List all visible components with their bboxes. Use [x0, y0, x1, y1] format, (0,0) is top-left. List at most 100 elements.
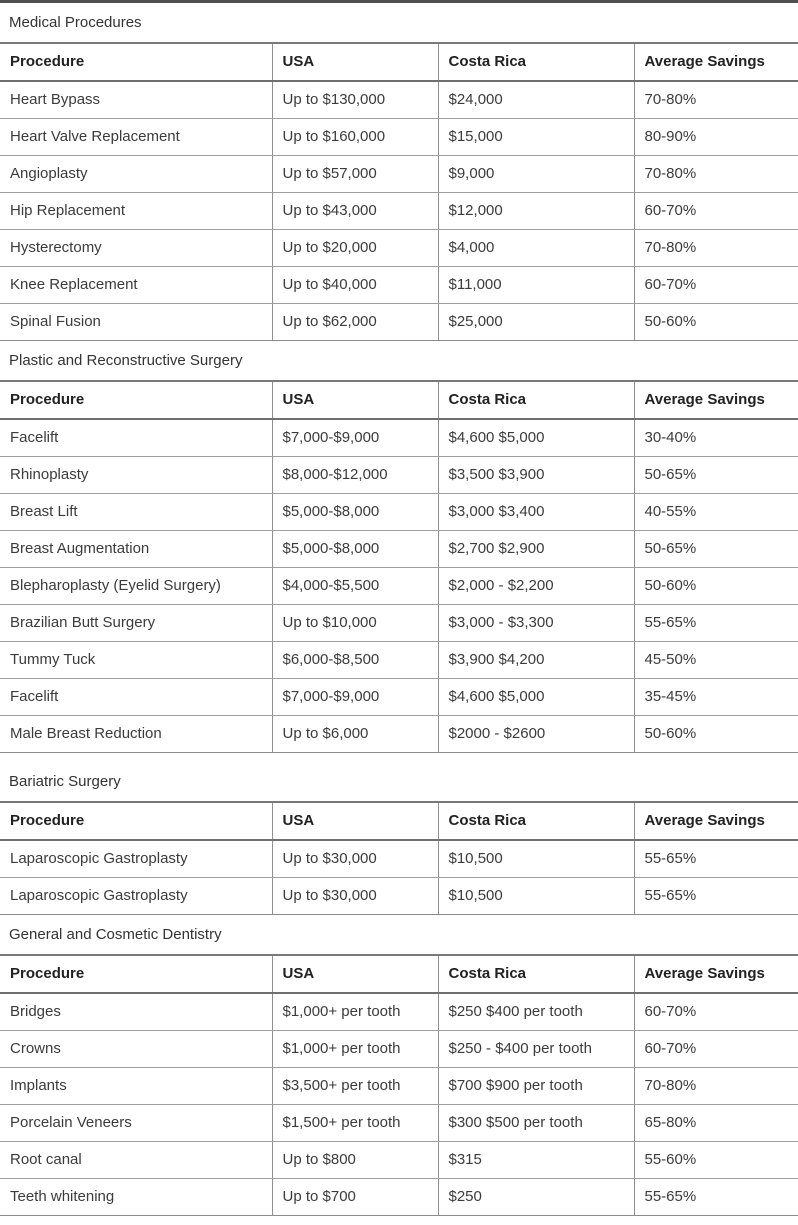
cell-procedure: Knee Replacement: [0, 266, 272, 304]
column-header-costa-rica: Costa Rica: [437, 801, 634, 841]
cell-procedure: Spinal Fusion: [0, 303, 272, 341]
table-row: Blepharoplasty (Eyelid Surgery) $4,000-$5…: [0, 567, 798, 605]
table-row: Crowns $1,000+ per tooth $250 - $400 per t…: [0, 1030, 798, 1068]
column-header-costa-rica: Costa Rica: [437, 954, 634, 994]
cell-procedure: Crowns: [0, 1030, 272, 1068]
cell-procedure: Heart Bypass: [0, 81, 272, 119]
table-row: Knee Replacement Up to $40,000 $11,000 60-7…: [0, 266, 798, 304]
cell-costa-rica: $250 - $400 per tooth: [437, 1030, 634, 1068]
cell-costa-rica: $700 $900 per tooth: [437, 1067, 634, 1105]
cell-procedure: Teeth whitening: [0, 1178, 272, 1216]
cell-usa: Up to $57,000: [271, 155, 438, 193]
cell-procedure: Heart Valve Replacement: [0, 118, 272, 156]
section-title: Medical Procedures: [9, 14, 142, 31]
table-row: Heart Bypass Up to $130,000 $24,000 70-80%: [0, 81, 798, 119]
column-header-procedure: Procedure: [0, 380, 272, 420]
cell-procedure: Hip Replacement: [0, 192, 272, 230]
section-bariatric-surgery: Bariatric Surgery Procedure USA Costa Rica A…: [0, 753, 798, 915]
cell-costa-rica: $4,600 $5,000: [437, 678, 634, 716]
cell-costa-rica: $3,000 $3,400: [437, 493, 634, 531]
cell-procedure: Root canal: [0, 1141, 272, 1179]
cell-usa: Up to $6,000: [271, 715, 438, 753]
cell-usa: Up to $43,000: [271, 192, 438, 230]
cell-average-savings: 55-65%: [633, 1178, 798, 1216]
cell-usa: Up to $20,000: [271, 229, 438, 267]
cell-average-savings: 80-90%: [633, 118, 798, 156]
cell-costa-rica: $3,000 - $3,300: [437, 604, 634, 642]
column-header-procedure: Procedure: [0, 42, 272, 82]
cell-usa: Up to $30,000: [271, 877, 438, 915]
cell-average-savings: 35-45%: [633, 678, 798, 716]
cell-procedure: Hysterectomy: [0, 229, 272, 267]
column-header-usa: USA: [271, 42, 438, 82]
cell-average-savings: 50-60%: [633, 715, 798, 753]
column-header-average-savings: Average Savings: [633, 42, 798, 82]
cell-costa-rica: $4,600 $5,000: [437, 419, 634, 457]
section-medical-procedures: Medical Procedures Procedure USA Costa Rica…: [0, 3, 798, 341]
cell-average-savings: 70-80%: [633, 81, 798, 119]
cell-costa-rica: $15,000: [437, 118, 634, 156]
cell-procedure: Blepharoplasty (Eyelid Surgery): [0, 567, 272, 605]
column-header-procedure: Procedure: [0, 801, 272, 841]
column-header-usa: USA: [271, 954, 438, 994]
cell-costa-rica: $315: [437, 1141, 634, 1179]
cell-costa-rica: $2,700 $2,900: [437, 530, 634, 568]
section-title: General and Cosmetic Dentistry: [9, 926, 222, 943]
cell-procedure: Bridges: [0, 993, 272, 1031]
cell-procedure: Breast Lift: [0, 493, 272, 531]
cell-average-savings: 55-65%: [633, 840, 798, 878]
cell-procedure: Rhinoplasty: [0, 456, 272, 494]
cell-costa-rica: $10,500: [437, 840, 634, 878]
cell-average-savings: 60-70%: [633, 993, 798, 1031]
table-row: Porcelain Veneers $1,500+ per tooth $300 $…: [0, 1104, 798, 1142]
cell-average-savings: 70-80%: [633, 155, 798, 193]
cell-average-savings: 60-70%: [633, 266, 798, 304]
column-header-average-savings: Average Savings: [633, 954, 798, 994]
table-row: Root canal Up to $800 $315 55-60%: [0, 1141, 798, 1179]
table-header-row: Procedure USA Costa Rica Average Savings: [0, 380, 798, 420]
cell-costa-rica: $250: [437, 1178, 634, 1216]
cell-usa: Up to $160,000: [271, 118, 438, 156]
cell-procedure: Laparoscopic Gastroplasty: [0, 840, 272, 878]
table-row: Breast Lift $5,000-$8,000 $3,000 $3,400 40-…: [0, 493, 798, 531]
cell-costa-rica: $4,000: [437, 229, 634, 267]
cell-procedure: Tummy Tuck: [0, 641, 272, 679]
cell-average-savings: 45-50%: [633, 641, 798, 679]
table-row: Tummy Tuck $6,000-$8,500 $3,900 $4,200 45-5…: [0, 641, 798, 679]
cell-average-savings: 70-80%: [633, 229, 798, 267]
cost-comparison-table: Procedure USA Costa Rica Average Savings Lap…: [0, 801, 798, 915]
column-header-average-savings: Average Savings: [633, 380, 798, 420]
cell-costa-rica: $2,000 - $2,200: [437, 567, 634, 605]
column-header-procedure: Procedure: [0, 954, 272, 994]
cost-comparison-table: Procedure USA Costa Rica Average Savings Bri…: [0, 954, 798, 1216]
cell-usa: Up to $130,000: [271, 81, 438, 119]
table-row: Bridges $1,000+ per tooth $250 $400 per to…: [0, 993, 798, 1031]
table-row: Laparoscopic Gastroplasty Up to $30,000 $1…: [0, 877, 798, 915]
table-header-row: Procedure USA Costa Rica Average Savings: [0, 801, 798, 841]
table-row: Facelift $7,000-$9,000 $4,600 $5,000 35-45%: [0, 678, 798, 716]
cell-costa-rica: $300 $500 per tooth: [437, 1104, 634, 1142]
cell-average-savings: 55-65%: [633, 604, 798, 642]
cell-costa-rica: $2000 - $2600: [437, 715, 634, 753]
table-row: Male Breast Reduction Up to $6,000 $2000 -…: [0, 715, 798, 753]
cell-costa-rica: $10,500: [437, 877, 634, 915]
table-header-row: Procedure USA Costa Rica Average Savings: [0, 954, 798, 994]
cell-average-savings: 65-80%: [633, 1104, 798, 1142]
cell-usa: Up to $40,000: [271, 266, 438, 304]
cell-procedure: Facelift: [0, 419, 272, 457]
table-row: Facelift $7,000-$9,000 $4,600 $5,000 30-40%: [0, 419, 798, 457]
column-header-usa: USA: [271, 801, 438, 841]
cell-average-savings: 30-40%: [633, 419, 798, 457]
cell-average-savings: 50-65%: [633, 530, 798, 568]
cell-costa-rica: $9,000: [437, 155, 634, 193]
cell-average-savings: 60-70%: [633, 192, 798, 230]
cell-average-savings: 60-70%: [633, 1030, 798, 1068]
cell-procedure: Implants: [0, 1067, 272, 1105]
table-row: Hip Replacement Up to $43,000 $12,000 60-70…: [0, 192, 798, 230]
cell-procedure: Facelift: [0, 678, 272, 716]
cell-average-savings: 50-60%: [633, 567, 798, 605]
table-row: Teeth whitening Up to $700 $250 55-65%: [0, 1178, 798, 1216]
cell-usa: $3,500+ per tooth: [271, 1067, 438, 1105]
table-row: Laparoscopic Gastroplasty Up to $30,000 $1…: [0, 840, 798, 878]
cost-comparison-table: Procedure USA Costa Rica Average Savings Hea…: [0, 42, 798, 341]
